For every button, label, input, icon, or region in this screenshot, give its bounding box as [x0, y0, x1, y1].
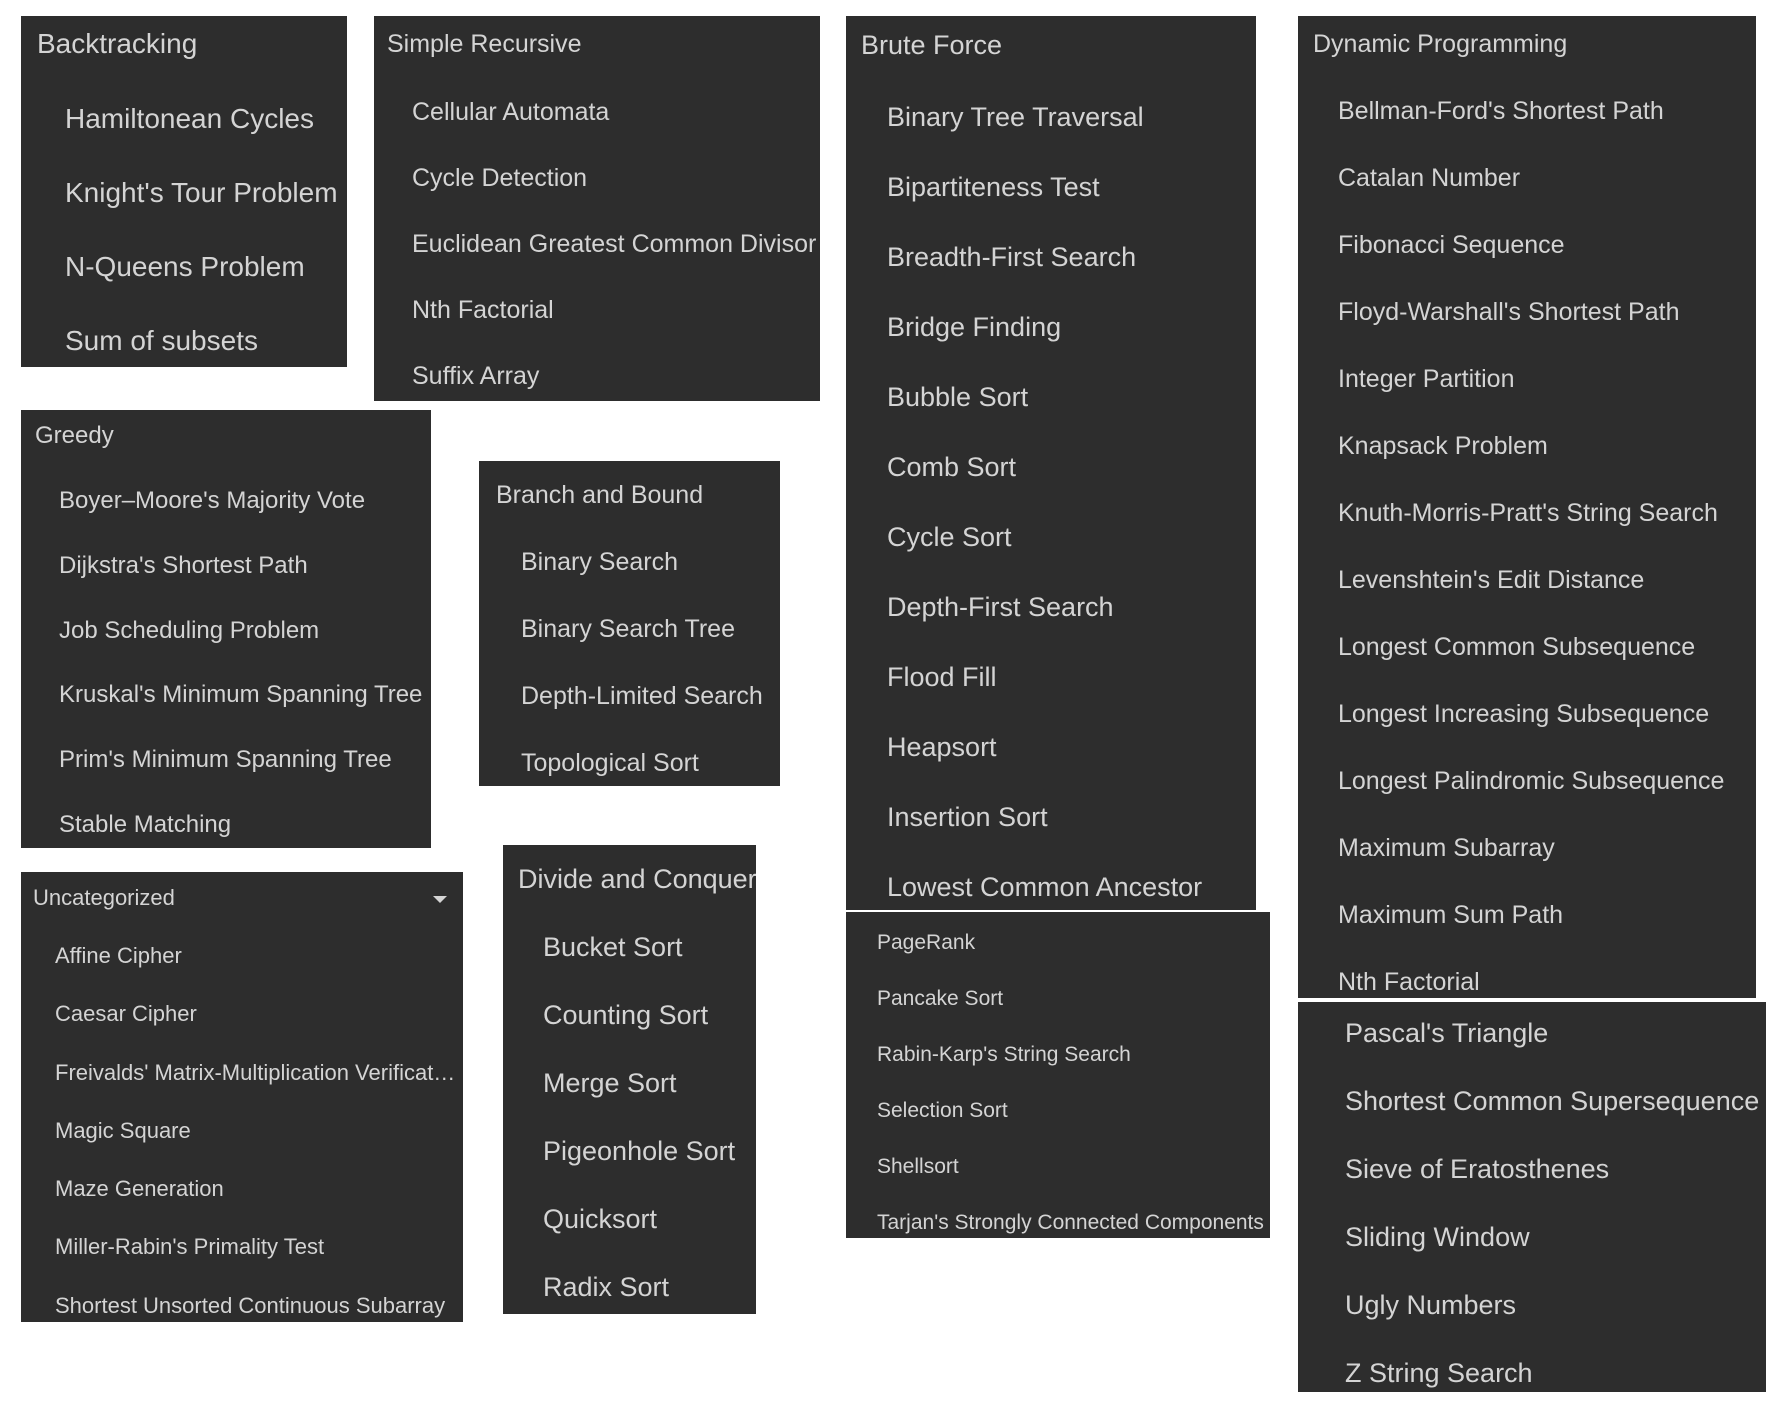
algorithm-item[interactable]: Bipartiteness Test	[887, 172, 1100, 202]
category-backtracking: Backtracking Hamiltonean Cycles Knight's…	[21, 16, 347, 367]
algorithm-item[interactable]: Depth-Limited Search	[521, 682, 763, 710]
category-brute-force: Brute Force Binary Tree Traversal Bipart…	[846, 16, 1256, 910]
algorithm-item[interactable]: Topological Sort	[521, 749, 699, 777]
algorithm-item[interactable]: Boyer–Moore's Majority Vote	[59, 487, 366, 514]
category-divide-and-conquer: Divide and Conquer Bucket Sort Counting …	[503, 845, 756, 1314]
algorithm-item[interactable]: Sum of subsets	[65, 325, 258, 356]
algorithm-item[interactable]: Miller-Rabin's Primality Test	[55, 1234, 325, 1259]
category-simple-recursive: Simple Recursive Cellular Automata Cycle…	[374, 16, 820, 401]
category-title[interactable]: Brute Force	[861, 30, 1003, 60]
algorithm-item[interactable]: Pancake Sort	[877, 987, 1004, 1010]
algorithm-item[interactable]: Nth Factorial	[1338, 968, 1480, 996]
category-title[interactable]: Backtracking	[37, 28, 198, 59]
algorithm-item[interactable]: Kruskal's Minimum Spanning Tree	[59, 681, 423, 708]
algorithm-item[interactable]: Job Scheduling Problem	[59, 617, 320, 644]
algorithm-item[interactable]: Cellular Automata	[412, 98, 610, 126]
algorithm-item[interactable]: Quicksort	[543, 1204, 658, 1234]
category-brute-force-continued: PageRank Pancake Sort Rabin-Karp's Strin…	[846, 912, 1270, 1238]
algorithm-item[interactable]: Catalan Number	[1338, 164, 1521, 192]
algorithm-item[interactable]: Affine Cipher	[55, 943, 182, 968]
algorithm-item[interactable]: Nth Factorial	[412, 296, 554, 324]
algorithm-item[interactable]: Bubble Sort	[887, 382, 1029, 412]
category-title[interactable]: Simple Recursive	[387, 30, 582, 58]
algorithm-item[interactable]: Bellman-Ford's Shortest Path	[1338, 97, 1664, 125]
algorithm-item[interactable]: Levenshtein's Edit Distance	[1338, 566, 1645, 594]
algorithm-item[interactable]: Sieve of Eratosthenes	[1345, 1154, 1610, 1184]
algorithm-item[interactable]: Maximum Sum Path	[1338, 901, 1564, 929]
algorithm-item[interactable]: Lowest Common Ancestor	[887, 872, 1203, 902]
category-title[interactable]: Divide and Conquer	[518, 864, 756, 894]
algorithm-item[interactable]: Insertion Sort	[887, 802, 1048, 832]
category-dynamic-programming: Dynamic Programming Bellman-Ford's Short…	[1298, 16, 1756, 998]
algorithm-item[interactable]: Z String Search	[1345, 1358, 1533, 1388]
algorithm-item[interactable]: Magic Square	[55, 1118, 191, 1143]
algorithm-item[interactable]: Knapsack Problem	[1338, 432, 1548, 460]
algorithm-item[interactable]: Binary Search	[521, 548, 679, 576]
category-branch-and-bound: Branch and Bound Binary Search Binary Se…	[479, 461, 780, 786]
category-greedy: Greedy Boyer–Moore's Majority Vote Dijks…	[21, 410, 431, 848]
algorithm-item[interactable]: Cycle Sort	[887, 522, 1012, 552]
algorithm-item[interactable]: Euclidean Greatest Common Divisor	[412, 230, 817, 258]
category-dynamic-programming-continued: Pascal's Triangle Shortest Common Supers…	[1298, 1002, 1766, 1392]
algorithm-item[interactable]: Longest Increasing Subsequence	[1338, 700, 1710, 728]
algorithm-item[interactable]: Longest Palindromic Subsequence	[1338, 767, 1725, 795]
algorithm-item[interactable]: Merge Sort	[543, 1068, 677, 1098]
algorithm-item[interactable]: Shellsort	[877, 1155, 959, 1178]
algorithm-item[interactable]: Pascal's Triangle	[1345, 1018, 1549, 1048]
algorithm-item[interactable]: Binary Search Tree	[521, 615, 735, 643]
algorithm-item[interactable]: Caesar Cipher	[55, 1001, 197, 1026]
algorithm-item[interactable]: Breadth-First Search	[887, 242, 1137, 272]
algorithm-item[interactable]: Comb Sort	[887, 452, 1017, 482]
chevron-down-icon[interactable]	[433, 896, 447, 903]
algorithm-item[interactable]: Selection Sort	[877, 1099, 1008, 1122]
algorithm-item[interactable]: Stable Matching	[59, 811, 232, 838]
algorithm-item[interactable]: Pigeonhole Sort	[543, 1136, 736, 1166]
algorithm-item[interactable]: Cycle Detection	[412, 164, 588, 192]
algorithm-item[interactable]: Suffix Array	[412, 362, 540, 390]
algorithm-item[interactable]: Sliding Window	[1345, 1222, 1530, 1252]
algorithm-item[interactable]: Maximum Subarray	[1338, 834, 1555, 862]
algorithm-item[interactable]: Binary Tree Traversal	[887, 102, 1144, 132]
algorithm-item[interactable]: Knuth-Morris-Pratt's String Search	[1338, 499, 1718, 527]
category-title[interactable]: Greedy	[35, 422, 114, 449]
algorithm-item[interactable]: Ugly Numbers	[1345, 1290, 1517, 1320]
algorithm-item[interactable]: Dijkstra's Shortest Path	[59, 552, 308, 579]
algorithm-item[interactable]: Prim's Minimum Spanning Tree	[59, 746, 392, 773]
algorithm-item[interactable]: N-Queens Problem	[65, 251, 305, 282]
category-title[interactable]: Branch and Bound	[496, 481, 704, 509]
algorithm-item[interactable]: Shortest Common Supersequence	[1345, 1086, 1760, 1116]
algorithm-item[interactable]: Radix Sort	[543, 1272, 670, 1302]
algorithm-item[interactable]: Integer Partition	[1338, 365, 1515, 393]
category-title[interactable]: Dynamic Programming	[1313, 30, 1568, 58]
category-title[interactable]: Uncategorized	[33, 885, 175, 910]
algorithm-item[interactable]: Maze Generation	[55, 1176, 224, 1201]
algorithm-item[interactable]: PageRank	[877, 931, 976, 954]
algorithm-item[interactable]: Shortest Unsorted Continuous Subarray	[55, 1293, 446, 1318]
algorithm-item[interactable]: Knight's Tour Problem	[65, 177, 338, 208]
algorithm-item[interactable]: Rabin-Karp's String Search	[877, 1043, 1131, 1066]
category-uncategorized: Uncategorized Affine Cipher Caesar Ciphe…	[21, 872, 463, 1322]
algorithm-item[interactable]: Tarjan's Strongly Connected Components	[877, 1211, 1264, 1234]
algorithm-item[interactable]: Flood Fill	[887, 662, 997, 692]
algorithm-item[interactable]: Fibonacci Sequence	[1338, 231, 1565, 259]
algorithm-item[interactable]: Longest Common Subsequence	[1338, 633, 1696, 661]
algorithm-item[interactable]: Hamiltonean Cycles	[65, 103, 314, 134]
algorithm-item[interactable]: Bridge Finding	[887, 312, 1062, 342]
algorithm-item[interactable]: Counting Sort	[543, 1000, 709, 1030]
algorithm-item[interactable]: Floyd-Warshall's Shortest Path	[1338, 298, 1680, 326]
algorithm-item[interactable]: Bucket Sort	[543, 932, 683, 962]
algorithm-item[interactable]: Depth-First Search	[887, 592, 1114, 622]
algorithm-item[interactable]: Freivalds' Matrix-Multiplication Verific…	[55, 1060, 456, 1085]
algorithm-item[interactable]: Heapsort	[887, 732, 997, 762]
